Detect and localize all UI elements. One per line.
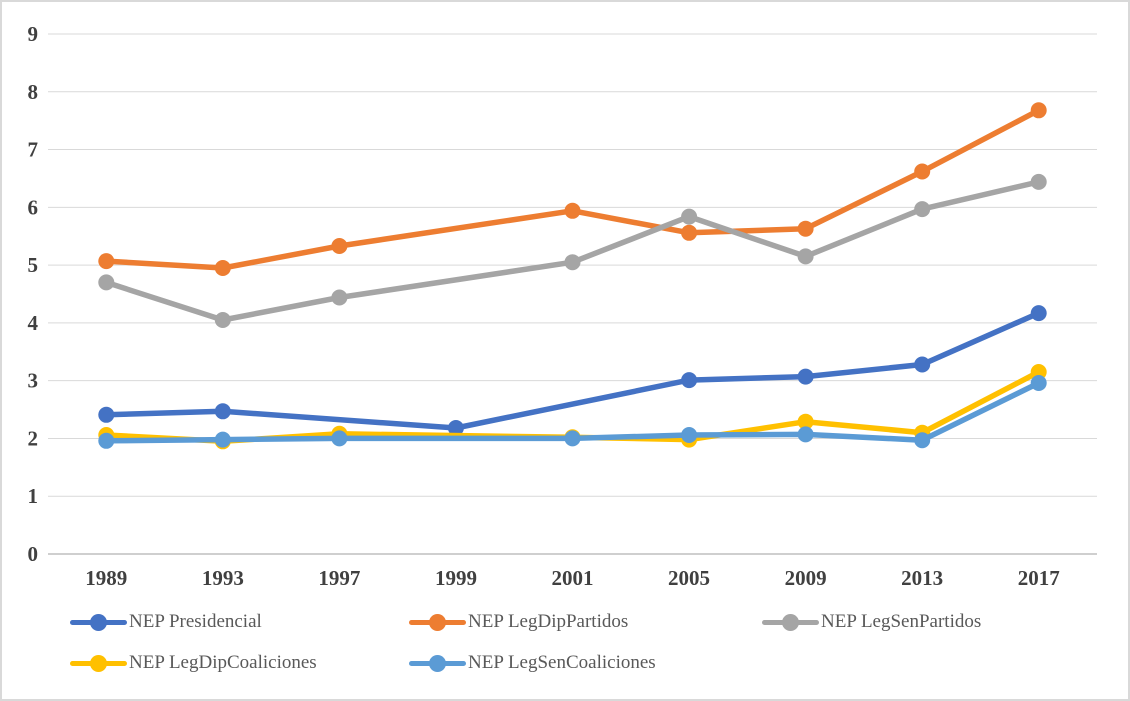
data-point-marker [214, 312, 231, 328]
data-point-marker [914, 163, 931, 180]
y-tick-label: 0 [28, 542, 39, 566]
data-point-marker [681, 427, 698, 443]
data-point-marker [681, 208, 698, 225]
data-point-marker [98, 432, 115, 449]
x-tick-label: 2001 [552, 566, 594, 590]
y-tick-label: 6 [28, 195, 39, 219]
data-point-marker [681, 372, 698, 389]
x-axis-labels: 1989 1993 1997 1999 2001 2005 2009 2013 2017 [85, 566, 1059, 590]
y-tick-label: 2 [28, 426, 39, 450]
data-point-marker [681, 224, 698, 241]
legend-item-nep-legsenpartidos: NEP LegSenPartidos [762, 610, 981, 634]
data-point-marker [797, 413, 814, 430]
data-point-marker [564, 202, 581, 219]
legend-marker-line-icon [70, 654, 127, 672]
data-point-marker [98, 274, 115, 291]
data-point-marker [214, 403, 231, 420]
legend-label: NEP LegDipPartidos [468, 611, 629, 632]
legend-label: NEP LegSenCoaliciones [468, 652, 656, 673]
x-tick-label: 1997 [318, 566, 360, 590]
x-tick-label: 2009 [785, 566, 827, 590]
data-point-marker [1030, 364, 1047, 380]
data-point-marker [1030, 305, 1047, 322]
y-tick-label: 8 [28, 80, 39, 104]
data-point-marker [797, 248, 814, 265]
y-tick-label: 5 [28, 253, 39, 277]
series-line-nep-legsenpartidos [103, 179, 1042, 323]
data-point-marker [447, 420, 464, 436]
legend-marker-line-icon [409, 613, 466, 631]
data-point-marker [564, 430, 581, 447]
data-point-marker [797, 220, 814, 237]
data-point-marker [214, 431, 231, 448]
data-point-marker [564, 254, 581, 271]
series-line-nep-legdippartidos [103, 107, 1042, 271]
series-nep-legsenpartidos [98, 173, 1047, 328]
legend-marker-line-icon [409, 654, 466, 672]
series-nep-presidencial [98, 305, 1047, 436]
series-line-nep-legsencoaliciones [103, 380, 1042, 444]
gridlines [48, 33, 1097, 555]
data-point-marker [214, 260, 231, 276]
y-tick-label: 7 [28, 138, 39, 162]
data-point-marker [331, 430, 348, 447]
y-axis-labels: 0 1 2 3 4 5 6 7 8 9 [28, 22, 39, 566]
series-nep-legsencoaliciones [98, 375, 1047, 449]
x-tick-label: 1993 [202, 566, 244, 590]
legend-item-nep-presidencial: NEP Presidencial [70, 610, 262, 634]
data-point-marker [98, 406, 115, 423]
data-point-marker [914, 356, 931, 373]
data-point-marker [797, 368, 814, 385]
y-tick-label: 1 [28, 484, 39, 508]
y-tick-label: 3 [28, 369, 39, 393]
x-tick-label: 2017 [1018, 566, 1060, 590]
data-point-marker [1030, 375, 1047, 391]
legend-item-nep-legdippartidos: NEP LegDipPartidos [409, 610, 628, 634]
data-point-marker [1030, 173, 1047, 190]
y-tick-label: 4 [28, 311, 39, 335]
series-nep-legdippartidos [98, 102, 1047, 276]
y-tick-label: 9 [28, 22, 39, 46]
x-tick-label: 2005 [668, 566, 710, 590]
data-point-marker [331, 238, 348, 254]
x-tick-label: 1999 [435, 566, 477, 590]
line-chart-plot: 0 1 2 3 4 5 6 7 8 9 1989 1993 1997 1999 2001 2005 2009 20… [28, 22, 1097, 590]
legend-item-nep-legdipcoaliciones: NEP LegDipCoaliciones [70, 651, 317, 675]
legend-item-nep-legsencoaliciones: NEP LegSenCoaliciones [409, 651, 656, 675]
x-tick-label: 1989 [85, 566, 127, 590]
x-tick-label: 2013 [901, 566, 943, 590]
legend-marker-line-icon [70, 613, 127, 631]
data-point-marker [1030, 102, 1047, 119]
data-point-marker [331, 289, 348, 306]
legend-label: NEP Presidencial [129, 611, 262, 632]
data-point-marker [98, 253, 115, 270]
legend-marker-line-icon [762, 613, 819, 631]
legend-label: NEP LegSenPartidos [821, 611, 982, 632]
data-point-marker [914, 201, 931, 218]
data-point-marker [914, 432, 931, 449]
data-point-marker [797, 426, 814, 443]
series-line-nep-presidencial [103, 310, 1042, 431]
legend-label: NEP LegDipCoaliciones [129, 652, 317, 673]
